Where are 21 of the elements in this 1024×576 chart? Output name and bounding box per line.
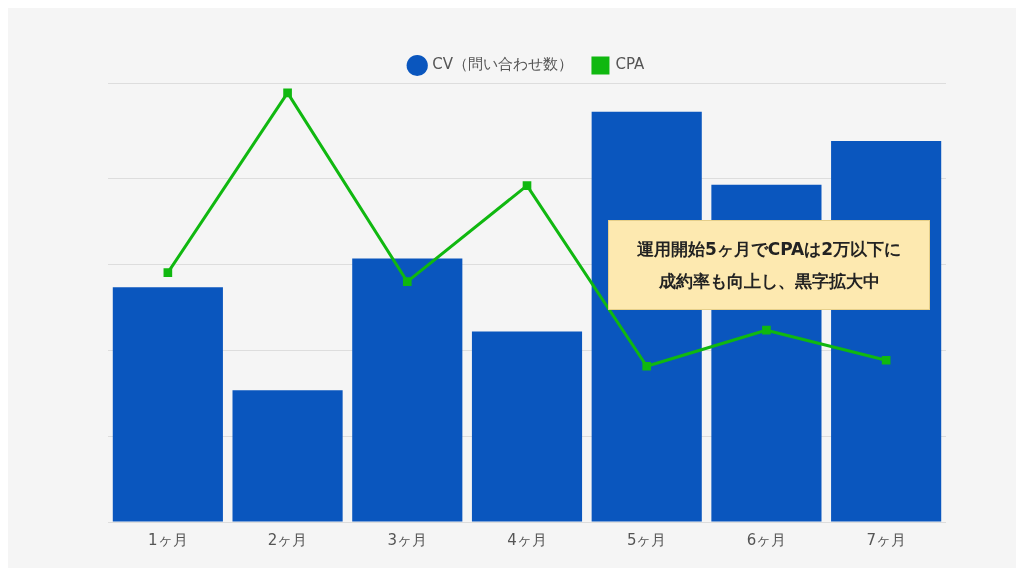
- x-tick-label: 6ヶ月: [746, 530, 787, 549]
- bar: [352, 258, 463, 522]
- point: [522, 181, 532, 190]
- annotation: 運用開始5ヶ月でCPAは2万以下に成約率も向上し、黒字拡大中: [635, 238, 903, 293]
- legend-label: CV（問い合わせ数）: [432, 55, 573, 74]
- x-tick-label: 1ヶ月: [148, 530, 188, 549]
- x-tick-label: 5ヶ月: [626, 530, 667, 549]
- x-tick-label: 2ヶ月: [267, 530, 308, 549]
- point: [642, 361, 652, 371]
- bar: [232, 390, 343, 522]
- x-tick-label: 3ヶ月: [387, 530, 428, 549]
- point: [283, 88, 292, 98]
- point: [163, 268, 173, 277]
- bar: [471, 331, 583, 522]
- point: [881, 355, 891, 365]
- point: [762, 325, 771, 335]
- legend-label: CPA: [615, 55, 646, 74]
- bar: [112, 287, 223, 522]
- point: [402, 277, 412, 287]
- x-tick-label: 7ヶ月: [866, 530, 906, 549]
- x-tick-label: 4ヶ月: [507, 530, 547, 549]
